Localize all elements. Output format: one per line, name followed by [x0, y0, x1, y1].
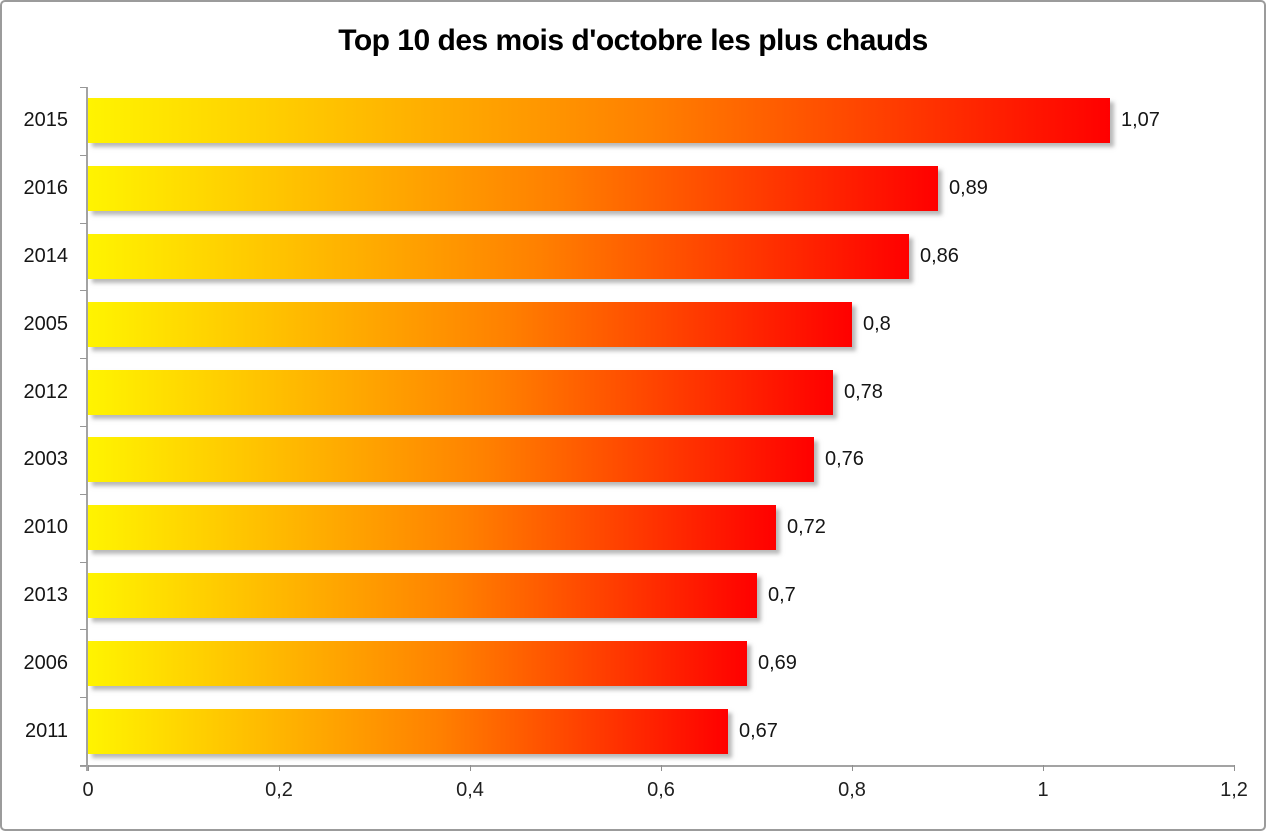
bar-row: 2012 0,78: [24, 358, 1234, 426]
bar: [88, 369, 833, 415]
bar-row: 2011 0,67: [25, 697, 1234, 765]
chart-title: Top 10 des mois d'octobre les plus chaud…: [338, 24, 928, 57]
x-tick: [470, 765, 471, 771]
bar-row: 2003 0,76: [24, 426, 1234, 494]
category-label: 2015: [23, 109, 69, 132]
y-tick: [80, 155, 87, 156]
x-tick-label: 0,8: [838, 779, 866, 801]
bar: [88, 437, 814, 483]
bar-row: 2016 0,89: [24, 155, 1234, 223]
x-tick: [852, 765, 853, 771]
y-tick: [80, 290, 87, 291]
bar: [88, 301, 852, 347]
x-tick-label: 0,2: [265, 779, 293, 801]
bar: [88, 505, 776, 551]
y-axis-line: [86, 87, 88, 771]
value-label: 1,07: [1121, 109, 1160, 132]
value-label: 0,86: [920, 244, 959, 267]
bar: [88, 233, 909, 279]
category-label: 2014: [23, 244, 69, 267]
y-tick: [80, 765, 87, 766]
x-tick-label: 0,4: [456, 779, 484, 801]
category-label: 2012: [23, 380, 69, 403]
y-tick: [80, 562, 87, 563]
x-tick: [661, 765, 662, 771]
y-tick: [80, 426, 87, 427]
y-tick: [80, 87, 87, 88]
bar: [88, 572, 757, 618]
value-label: 0,76: [825, 448, 864, 471]
bar-row: 2015 1,07: [24, 87, 1234, 155]
x-tick-label: 1,2: [1220, 779, 1248, 801]
category-label: 2005: [23, 312, 69, 335]
value-label: 0,69: [758, 651, 797, 674]
x-tick-label: 0,6: [647, 779, 675, 801]
x-tick-label: 0: [82, 779, 94, 801]
y-tick: [80, 358, 87, 359]
value-label: 0,7: [768, 583, 796, 606]
value-label: 0,8: [863, 312, 891, 335]
value-label: 0,72: [787, 516, 826, 539]
bar-row: 2014 0,86: [24, 223, 1234, 291]
value-label: 0,67: [739, 719, 778, 742]
value-label: 0,89: [949, 177, 988, 200]
x-tick: [279, 765, 280, 771]
bar-row: 2005 0,8: [24, 290, 1234, 358]
bar-row: 2013 0,7: [24, 562, 1234, 630]
category-label: 2011: [24, 719, 68, 742]
y-tick: [80, 697, 87, 698]
x-tick: [1234, 765, 1235, 771]
bar: [88, 708, 728, 754]
bar: [88, 640, 747, 686]
bar-row: 2010 0,72: [24, 494, 1234, 562]
bar: [88, 98, 1110, 144]
category-label: 2013: [23, 583, 69, 606]
y-tick: [80, 629, 87, 630]
x-axis-line: [80, 765, 1234, 767]
y-tick: [80, 223, 87, 224]
category-label: 2006: [23, 651, 69, 674]
x-tick-label: 1: [1037, 779, 1049, 801]
plot-area: 2015 1,07 2016 0,89 2014 0,86 2005 0,8 2012 0,78 2…: [24, 87, 1248, 801]
bar-row: 2006 0,69: [24, 629, 1234, 697]
bar: [88, 166, 938, 212]
category-label: 2016: [23, 177, 69, 200]
category-label: 2010: [23, 516, 69, 539]
x-tick: [1043, 765, 1044, 771]
x-tick: [88, 765, 89, 771]
category-label: 2003: [23, 448, 69, 471]
value-label: 0,78: [844, 380, 883, 403]
y-tick: [80, 494, 87, 495]
